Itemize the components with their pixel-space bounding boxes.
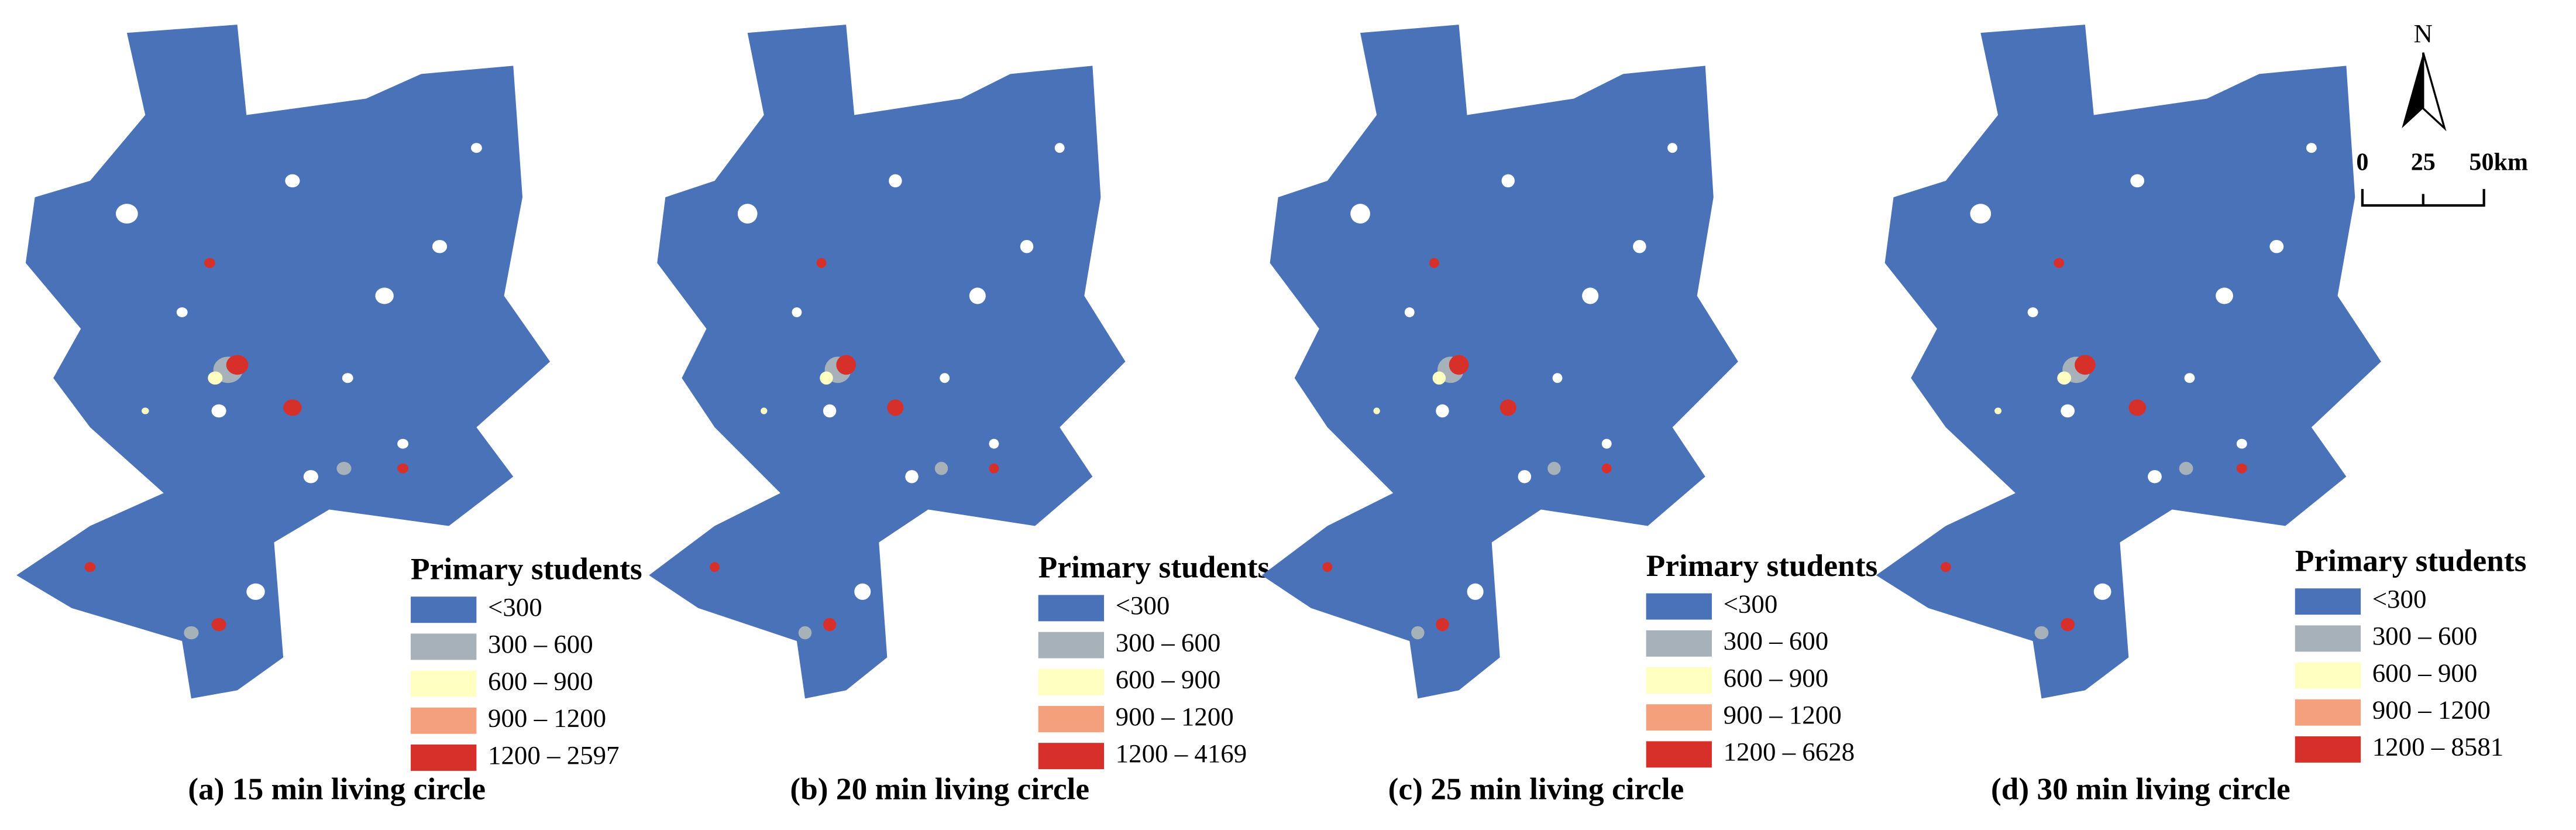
legend-label: 900 – 1200 [488,704,606,733]
legend-label: 1200 – 6628 [1724,737,1855,766]
legend-title: Primary students [1646,548,1878,583]
legend-label: 1200 – 2597 [488,740,620,770]
caption: (d) 30 min living circle [1991,771,2290,807]
legend-label: <300 [1724,589,1778,618]
legend-label: 900 – 1200 [1116,702,1234,731]
legend-swatch [1646,593,1712,620]
legend-label: 300 – 600 [1724,626,1829,656]
legend-label: 600 – 900 [1724,663,1829,692]
legend-swatch [2295,625,2361,652]
scale-bar: 0 25 50km [2356,148,2528,207]
legend-label: <300 [2372,584,2427,613]
panel: Primary students <300 300 – 600 600 – 900 90… [1261,25,1878,807]
north-arrow: N [2402,19,2447,132]
legend-swatch [1038,743,1105,770]
legend-swatch [2295,588,2361,615]
legend-swatch [1038,595,1105,622]
legend-swatch [2295,662,2361,689]
legend-label: 300 – 600 [2372,621,2478,650]
panel: Primary students <300 300 – 600 600 – 900 90… [1876,25,2527,807]
legend-swatch [411,596,477,623]
legend-label: 600 – 900 [1116,665,1221,694]
legend-swatch [1646,704,1712,731]
legend-swatch [1038,632,1105,658]
legend-label: 900 – 1200 [1724,700,1842,729]
arrow-left [2402,52,2423,129]
scale-label: 25 [2411,148,2436,176]
panel: Primary students <300 300 – 600 600 – 900 90… [649,25,1270,807]
caption: (b) 20 min living circle [790,771,1089,807]
caption: (c) 25 min living circle [1388,771,1684,807]
legend-label: 300 – 600 [1116,627,1221,657]
legend-swatch [411,633,477,660]
legend-label: 600 – 900 [2372,658,2478,687]
scale-label: 50km [2469,148,2528,176]
caption: (a) 15 min living circle [188,771,486,807]
legend-label: 900 – 1200 [2372,695,2491,725]
legend-swatch [1038,668,1105,695]
legend-label: 1200 – 4169 [1116,739,1247,768]
legend-swatch [2295,736,2361,763]
legend-label: <300 [488,592,542,622]
legend-label: <300 [1116,591,1170,620]
legend-label: 600 – 900 [488,666,593,695]
legend-label: 300 – 600 [488,629,593,658]
legend-swatch [1646,741,1712,768]
scale-label: 0 [2356,148,2368,176]
scale-line [2361,188,2485,207]
arrow-right [2422,52,2447,132]
legend-swatch [1646,667,1712,694]
legend-swatch [411,670,477,697]
legend-title: Primary students [2295,543,2527,578]
legend-swatch [411,707,477,734]
panel: Primary students <300 300 – 600 600 – 900 90… [16,25,642,807]
legend-swatch [2295,699,2361,726]
legend-swatch [1646,630,1712,657]
legend-swatch [411,744,477,771]
north-label: N [2414,19,2433,48]
legend-swatch [1038,706,1105,732]
legend-title: Primary students [1038,550,1270,585]
legend-label: 1200 – 8581 [2372,732,2504,762]
legend-title: Primary students [411,551,642,586]
